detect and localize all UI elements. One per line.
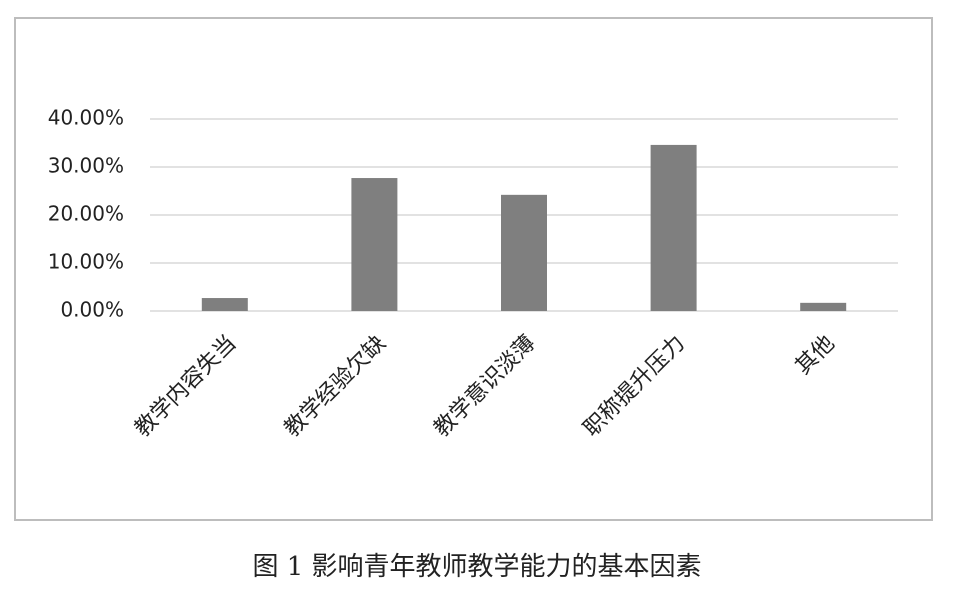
x-tick-label: 其他 [791,331,840,380]
x-tick-label: 教学内容失当 [130,331,241,442]
chart-border [14,17,933,521]
y-tick-label: 0.00% [60,298,124,322]
y-tick-label: 10.00% [48,250,124,274]
x-tick-label: 教学经验欠缺 [280,331,391,442]
y-tick-label: 20.00% [48,202,124,226]
bar [501,194,547,311]
bar [800,302,847,311]
bar [650,144,697,311]
bar [201,298,248,311]
y-tick-label: 40.00% [48,106,124,130]
x-tick-label: 教学意识淡薄 [429,331,540,442]
x-tick-label: 职称提升压力 [579,331,690,442]
chart-caption: 图 1 影响青年教师教学能力的基本因素 [252,552,701,582]
bar [351,178,398,311]
y-tick-label: 30.00% [48,154,124,178]
